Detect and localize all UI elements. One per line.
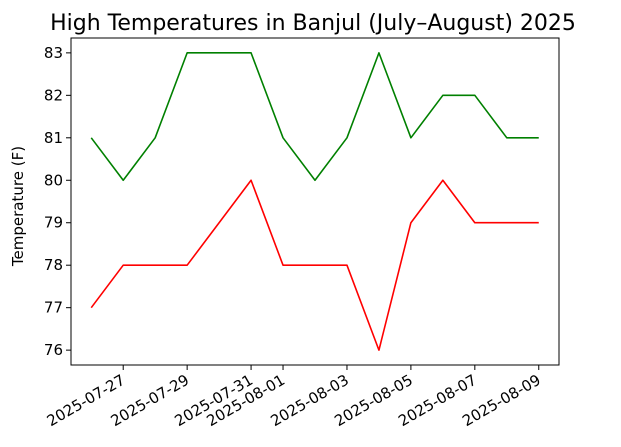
y-tick-label: 77: [44, 299, 63, 317]
series-line-2: [90, 179, 539, 351]
y-tick-label: 76: [44, 341, 63, 359]
y-tick-label: 81: [44, 129, 63, 147]
y-tick-label: 82: [44, 86, 63, 104]
chart-title: High Temperatures in Banjul (July–August…: [50, 11, 576, 36]
plot-frame: [70, 37, 560, 366]
y-tick-label: 83: [44, 44, 63, 62]
y-tick-label: 78: [44, 256, 63, 274]
plot-area: 76777879808182832025-07-272025-07-292025…: [44, 37, 560, 430]
y-tick-label: 79: [44, 214, 63, 232]
y-tick-label: 80: [44, 171, 63, 189]
y-axis-label: Temperature (F): [9, 146, 27, 267]
series-line-1: [90, 52, 539, 182]
